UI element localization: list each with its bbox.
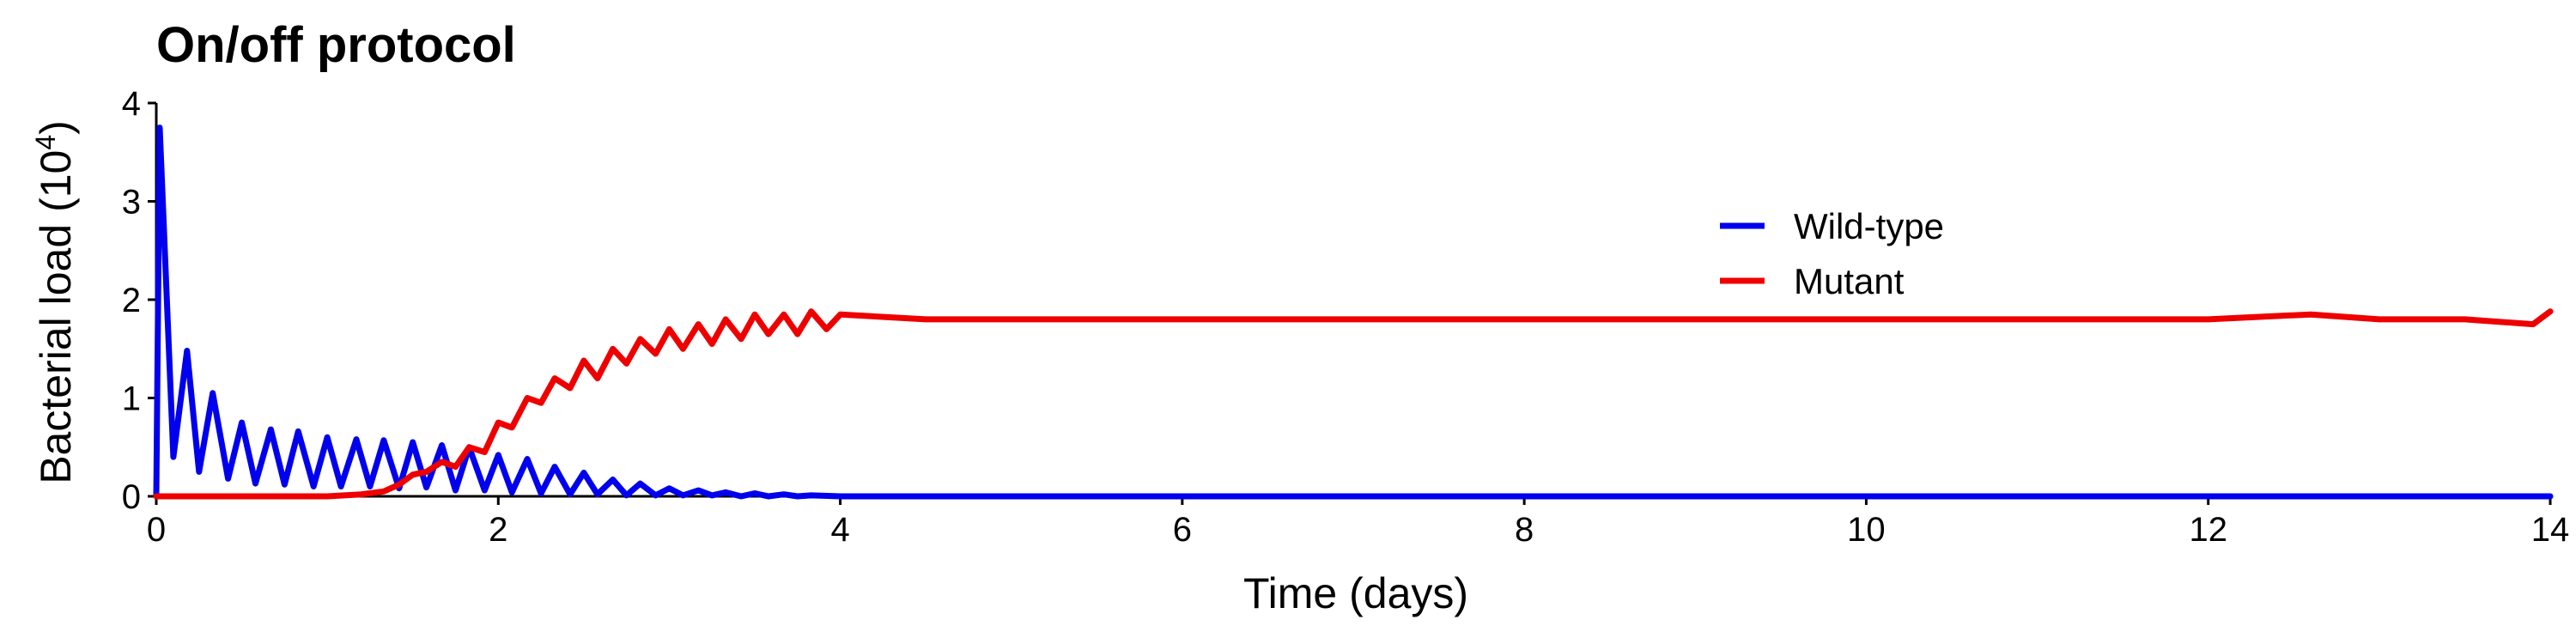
y-axis-label: Bacterial load (104) [30, 120, 80, 484]
y-axis-label-main: Bacterial load [32, 224, 80, 484]
legend-label-wild-type: Wild-type [1794, 206, 1944, 246]
y-axis-label-close-paren: ) [32, 120, 80, 135]
y-tick-label: 0 [122, 478, 141, 516]
x-axis-label: Time (days) [1243, 569, 1468, 617]
x-axis-ticks: 0 2 4 6 8 10 12 14 [147, 496, 2569, 549]
x-tick-label: 2 [489, 511, 507, 549]
x-tick-label: 14 [2531, 511, 2570, 549]
x-tick-label: 4 [830, 511, 849, 549]
chart-title: On/off protocol [156, 17, 516, 73]
y-tick-label: 2 [122, 282, 141, 319]
series-line-wild-type [153, 125, 2554, 500]
x-tick-label: 8 [1515, 511, 1534, 549]
y-axis-label-open-paren: ( [32, 197, 80, 224]
x-tick-label: 0 [147, 511, 166, 549]
y-tick-label: 3 [122, 184, 141, 222]
legend: Wild-type Mutant [1720, 206, 1944, 301]
y-axis-ticks: 0 1 2 3 4 [122, 85, 156, 516]
y-tick-label: 4 [122, 85, 141, 123]
y-axis-label-base: 10 [32, 150, 80, 198]
y-axis-label-exponent: 4 [30, 135, 61, 150]
series-group [153, 125, 2554, 500]
y-tick-label: 1 [122, 380, 141, 418]
x-tick-label: 12 [2189, 511, 2227, 549]
x-tick-label: 6 [1173, 511, 1192, 549]
series-line-mutant [153, 308, 2554, 500]
legend-label-mutant: Mutant [1794, 261, 1905, 301]
x-tick-label: 10 [1847, 511, 1886, 549]
